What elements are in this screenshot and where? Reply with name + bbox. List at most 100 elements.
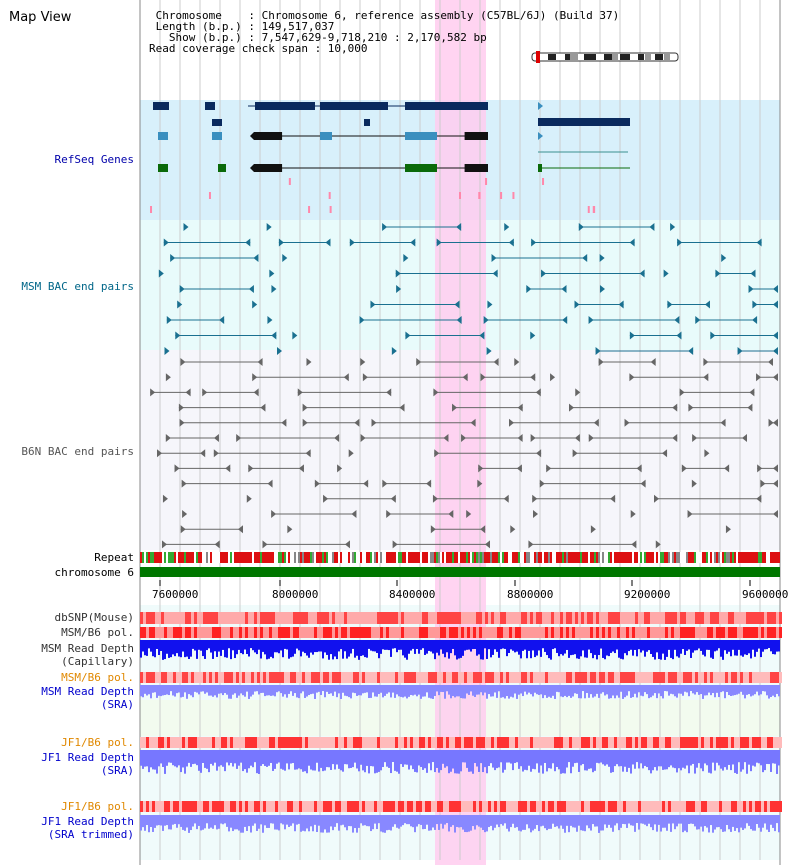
msm-pol-heat-2 xyxy=(227,672,230,683)
msm-pol-heat xyxy=(482,627,485,638)
jf1-depth-trimmed xyxy=(172,815,174,825)
msm-pol-heat xyxy=(335,627,338,638)
msm-depth-sra xyxy=(434,685,436,696)
msm-depth-sra xyxy=(402,685,404,698)
msm-pol-heat-2 xyxy=(200,672,203,683)
jf1-pol-heat-2 xyxy=(749,801,752,812)
msm-depth-capillary xyxy=(536,640,538,656)
msm-pol-heat xyxy=(149,627,152,638)
msm-depth-capillary xyxy=(696,640,698,651)
jf1-depth-trimmed xyxy=(400,815,402,827)
jf1-pol-heat xyxy=(707,737,710,748)
jf1-depth-sra xyxy=(154,750,156,770)
repeat-segment xyxy=(768,552,770,563)
msm-pol-heat xyxy=(629,627,632,638)
msm-depth-capillary xyxy=(276,640,278,653)
msm-pol-heat xyxy=(458,627,461,638)
jf1-pol-heat-2 xyxy=(398,801,401,812)
dbsnp-heat xyxy=(581,612,584,624)
msm-depth-sra xyxy=(376,685,378,697)
repeat-segment xyxy=(312,552,314,563)
jf1-depth-trimmed xyxy=(484,815,486,833)
dbsnp-heat xyxy=(611,612,614,624)
jf1-pol-heat-2 xyxy=(479,801,482,812)
msm-depth-capillary xyxy=(754,640,756,657)
msm-depth-capillary xyxy=(272,640,274,659)
jf1-depth-trimmed xyxy=(366,815,368,827)
msm-depth-capillary xyxy=(704,640,706,657)
msm-pol-heat-2 xyxy=(455,672,458,683)
msm-depth-capillary xyxy=(478,640,480,655)
dbsnp-heat xyxy=(647,612,650,624)
track-label-b6n-bac[interactable]: B6N BAC end pairs xyxy=(21,445,134,458)
dbsnp-heat xyxy=(368,612,371,624)
msm-depth-capillary xyxy=(732,640,734,650)
jf1-depth-trimmed xyxy=(230,815,232,828)
msm-pol-heat-2 xyxy=(644,672,647,683)
jf1-depth-trimmed xyxy=(636,815,638,824)
msm-depth-capillary xyxy=(356,640,358,656)
jf1-pol-heat xyxy=(365,737,368,748)
dbsnp-heat xyxy=(728,612,731,624)
msm-depth-sra xyxy=(412,685,414,696)
jf1-pol-heat xyxy=(767,737,770,748)
jf1-pol-heat-2 xyxy=(557,801,560,812)
msm-depth-sra xyxy=(630,685,632,698)
msm-pol-heat xyxy=(512,627,515,638)
msm-depth-sra xyxy=(356,685,358,696)
msm-depth-capillary xyxy=(212,640,214,659)
msm-pol-heat-2 xyxy=(722,672,725,683)
jf1-depth-trimmed xyxy=(608,815,610,825)
msm-pol-heat-2 xyxy=(728,672,731,683)
msm-pol-heat-2 xyxy=(500,672,503,683)
jf1-depth-sra xyxy=(508,750,510,763)
msm-depth-sra xyxy=(404,685,406,697)
repeat-segment xyxy=(266,552,268,563)
jf1-depth-sra xyxy=(686,750,688,766)
jf1-pol-heat xyxy=(281,737,284,748)
track-label-msm-bac[interactable]: MSM BAC end pairs xyxy=(21,280,134,293)
msm-depth-sra xyxy=(770,685,772,698)
jf1-depth-sra xyxy=(486,750,488,774)
msm-pol-heat xyxy=(683,627,686,638)
jf1-depth-sra xyxy=(774,750,776,764)
msm-depth-sra xyxy=(668,685,670,696)
msm-depth-capillary xyxy=(764,640,766,650)
jf1-depth-trimmed xyxy=(758,815,760,828)
msm-bac-pair-end xyxy=(618,300,624,309)
dbsnp-heat xyxy=(344,612,347,624)
jf1-depth-sra xyxy=(388,750,390,768)
msm-pol-heat xyxy=(404,627,407,638)
repeat-segment xyxy=(740,552,742,563)
dbsnp-heat xyxy=(470,612,473,624)
jf1-pol-heat xyxy=(320,737,323,748)
repeat-segment xyxy=(398,552,400,563)
msm-depth-sra xyxy=(152,685,154,693)
gene-refseq-b-exon xyxy=(464,164,488,172)
msm-pol-heat-2 xyxy=(506,672,509,683)
jf1-pol-heat-2 xyxy=(572,801,575,812)
msm-depth-capillary xyxy=(308,640,310,658)
msm-depth-sra xyxy=(178,685,180,693)
track-label-refseq[interactable]: RefSeq Genes xyxy=(54,153,134,166)
jf1-depth-trimmed xyxy=(164,815,166,826)
jf1-depth-trimmed xyxy=(450,815,452,827)
jf1-depth-sra xyxy=(662,750,664,770)
jf1-depth-trimmed xyxy=(428,815,430,831)
msm-depth-capillary xyxy=(158,640,160,656)
msm-pol-heat xyxy=(206,627,209,638)
jf1-pol-heat-2 xyxy=(206,801,209,812)
msm-pol-heat-2 xyxy=(707,672,710,683)
dbsnp-heat xyxy=(602,612,605,624)
jf1-pol-heat xyxy=(572,737,575,748)
jf1-pol-heat xyxy=(563,737,566,748)
msm-pol-heat xyxy=(386,627,389,638)
msm-pol-heat-2 xyxy=(350,672,353,683)
jf1-depth-trimmed xyxy=(492,815,494,831)
msm-depth-capillary xyxy=(664,640,666,660)
jf1-depth-sra xyxy=(554,750,556,772)
msm-pol-heat xyxy=(308,627,311,638)
jf1-depth-trimmed xyxy=(382,815,384,833)
msm-depth-capillary xyxy=(432,640,434,654)
